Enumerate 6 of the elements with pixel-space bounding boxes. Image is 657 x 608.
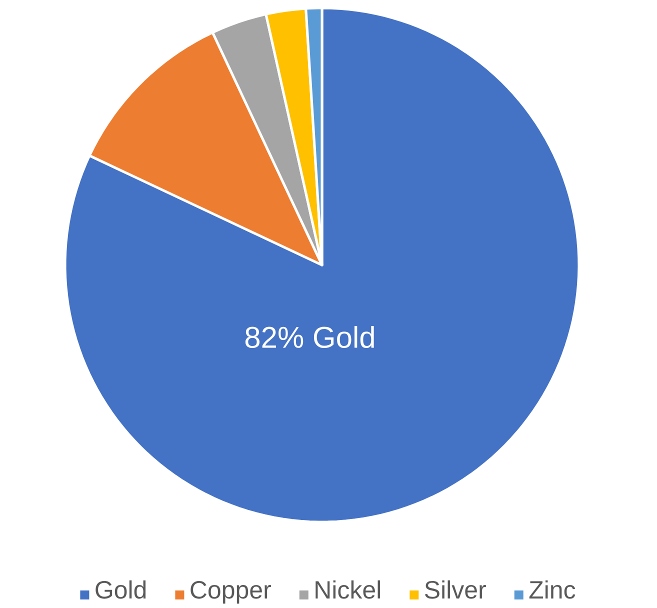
legend-label: Nickel bbox=[316, 580, 380, 599]
legend-label: Zinc bbox=[529, 580, 576, 599]
legend-label: Gold bbox=[96, 580, 146, 599]
legend-label: Copper bbox=[190, 580, 271, 604]
legend-label: Silver bbox=[424, 580, 486, 599]
data-label: 82% Gold bbox=[245, 326, 374, 348]
